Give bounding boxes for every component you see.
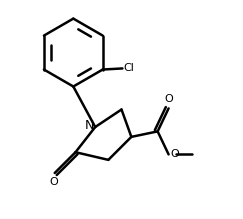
Text: N: N bbox=[84, 119, 94, 132]
Text: O: O bbox=[164, 94, 173, 104]
Text: O: O bbox=[171, 149, 180, 159]
Text: O: O bbox=[49, 177, 58, 187]
Text: Cl: Cl bbox=[123, 64, 134, 73]
